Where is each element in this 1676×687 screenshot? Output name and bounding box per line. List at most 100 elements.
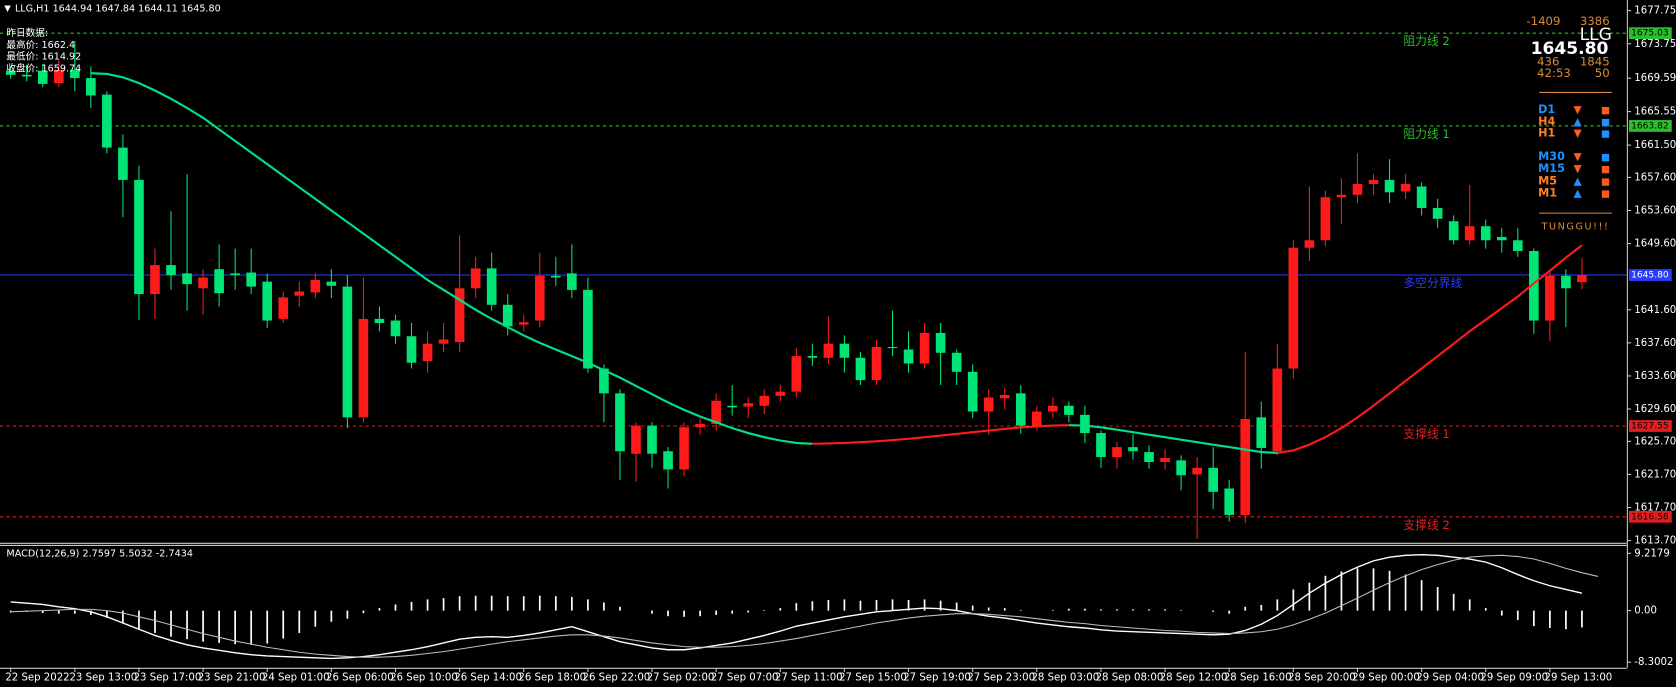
candle-body — [118, 147, 128, 180]
x-tick-label: 28 Sep 03:00 — [1031, 672, 1099, 683]
candle-body — [166, 265, 176, 276]
level-label: 支撑线 1 — [1403, 427, 1449, 441]
x-tick-label: 23 Sep 13:00 — [69, 672, 137, 683]
candle-body — [1272, 368, 1283, 452]
candle-body — [1336, 194, 1347, 198]
candle-body — [967, 371, 978, 412]
x-tick-label: 27 Sep 15:00 — [839, 672, 907, 683]
candle-body — [1032, 411, 1042, 426]
y-tick-label: 1613.70 — [1634, 536, 1676, 547]
timeframe-label: M1 — [1538, 186, 1557, 199]
candle-body — [70, 69, 80, 79]
candle-body — [647, 425, 657, 454]
candle-body — [871, 347, 882, 381]
x-tick-label: 23 Sep 21:00 — [198, 672, 266, 683]
x-tick-label: 28 Sep 08:00 — [1096, 672, 1164, 683]
candle-body — [374, 318, 385, 324]
candle-body — [1561, 275, 1571, 289]
x-tick-label: 23 Sep 17:00 — [134, 672, 202, 683]
menu-arrow[interactable]: ▼ — [4, 4, 11, 14]
trend-box: ■ — [1601, 129, 1610, 140]
info-line: 最高价: 1662.4 — [6, 39, 75, 51]
level-label: 阻力线 2 — [1403, 34, 1449, 48]
candle-body — [342, 286, 353, 418]
candle-body — [743, 403, 754, 407]
candle-body — [567, 273, 577, 290]
moving-average — [1068, 424, 1278, 454]
candle-body — [1160, 457, 1170, 463]
x-tick-label: 27 Sep 19:00 — [903, 672, 971, 683]
x-tick-label: 26 Sep 14:00 — [454, 672, 522, 683]
candle-body — [631, 425, 641, 454]
level-tag-label: 1627.55 — [1631, 422, 1669, 432]
trend-arrow: ▲ — [1574, 186, 1583, 199]
candle-body — [615, 393, 625, 452]
candle-body — [454, 288, 465, 343]
y-tick-label: 1617.70 — [1634, 503, 1676, 514]
candle-body — [438, 339, 449, 344]
panel-timer: 42:53 — [1537, 66, 1571, 80]
panel-value: -1409 — [1526, 14, 1560, 28]
candle-body — [53, 69, 64, 84]
candle-body — [1208, 467, 1218, 492]
candle-body — [486, 268, 497, 305]
x-tick-label: 28 Sep 16:00 — [1224, 672, 1292, 683]
candle-body — [534, 275, 545, 321]
x-tick-label: 27 Sep 11:00 — [775, 672, 843, 683]
candle-body — [887, 347, 898, 349]
candle-body — [759, 395, 770, 406]
macd-line — [10, 553, 1583, 660]
x-tick-label: 29 Sep 09:00 — [1480, 672, 1548, 683]
moving-average — [90, 72, 813, 445]
x-tick-label: 28 Sep 12:00 — [1160, 672, 1228, 683]
candle-body — [999, 394, 1010, 399]
candle-body — [5, 70, 16, 75]
candle-body — [1096, 433, 1106, 458]
candle-body — [294, 291, 305, 296]
timeframe-label: D1 — [1538, 103, 1555, 116]
candle-body — [727, 405, 737, 408]
candle-body — [518, 322, 529, 325]
candle-body — [1128, 447, 1138, 452]
candle-body — [791, 356, 802, 392]
candle-body — [1176, 460, 1186, 476]
level-tag — [1628, 420, 1672, 432]
candle-body — [1224, 488, 1235, 515]
y-tick-label: 9.2179 — [1634, 548, 1669, 559]
trend-arrow: ▼ — [1574, 103, 1583, 116]
x-tick-label: 26 Sep 10:00 — [390, 672, 458, 683]
moving-average — [812, 424, 1069, 445]
candle-body — [1192, 467, 1202, 475]
x-tick-label: 24 Sep 01:00 — [262, 672, 330, 683]
candle-body — [1512, 240, 1523, 252]
candle-body — [775, 391, 786, 396]
candle-body — [86, 78, 96, 96]
panel-value: 50 — [1595, 66, 1610, 80]
level-tag-label: 1645.80 — [1631, 271, 1669, 281]
y-tick-label: 1677.75 — [1634, 6, 1676, 17]
level-tag-label: 1675.03 — [1631, 29, 1669, 39]
candle-body — [679, 427, 689, 470]
level-tag — [1628, 120, 1672, 132]
candle-body — [1545, 275, 1555, 321]
candle-body — [1288, 247, 1299, 369]
candle-body — [1064, 405, 1074, 415]
macd-line — [10, 554, 1599, 658]
info-line: 昨日数据: — [6, 27, 48, 39]
trend-box: ■ — [1601, 117, 1610, 128]
trend-box: ■ — [1601, 177, 1610, 188]
y-tick-label: 1625.70 — [1634, 436, 1676, 447]
y-tick-label: 1637.60 — [1634, 338, 1676, 349]
level-label: 多空分界线 — [1403, 276, 1462, 290]
trend-box: ■ — [1601, 188, 1610, 199]
candle-body — [599, 368, 609, 394]
x-tick-label: 29 Sep 04:00 — [1416, 672, 1484, 683]
candle-body — [855, 357, 866, 381]
candle-body — [1352, 184, 1363, 195]
candle-body — [663, 451, 673, 470]
symbol-header: LLG,H1 1644.94 1647.84 1644.11 1645.80 — [15, 4, 221, 15]
level-tag-label: 1663.82 — [1631, 121, 1669, 131]
x-tick-label: 28 Sep 20:00 — [1288, 672, 1356, 683]
x-tick-label: 26 Sep 22:00 — [583, 672, 651, 683]
